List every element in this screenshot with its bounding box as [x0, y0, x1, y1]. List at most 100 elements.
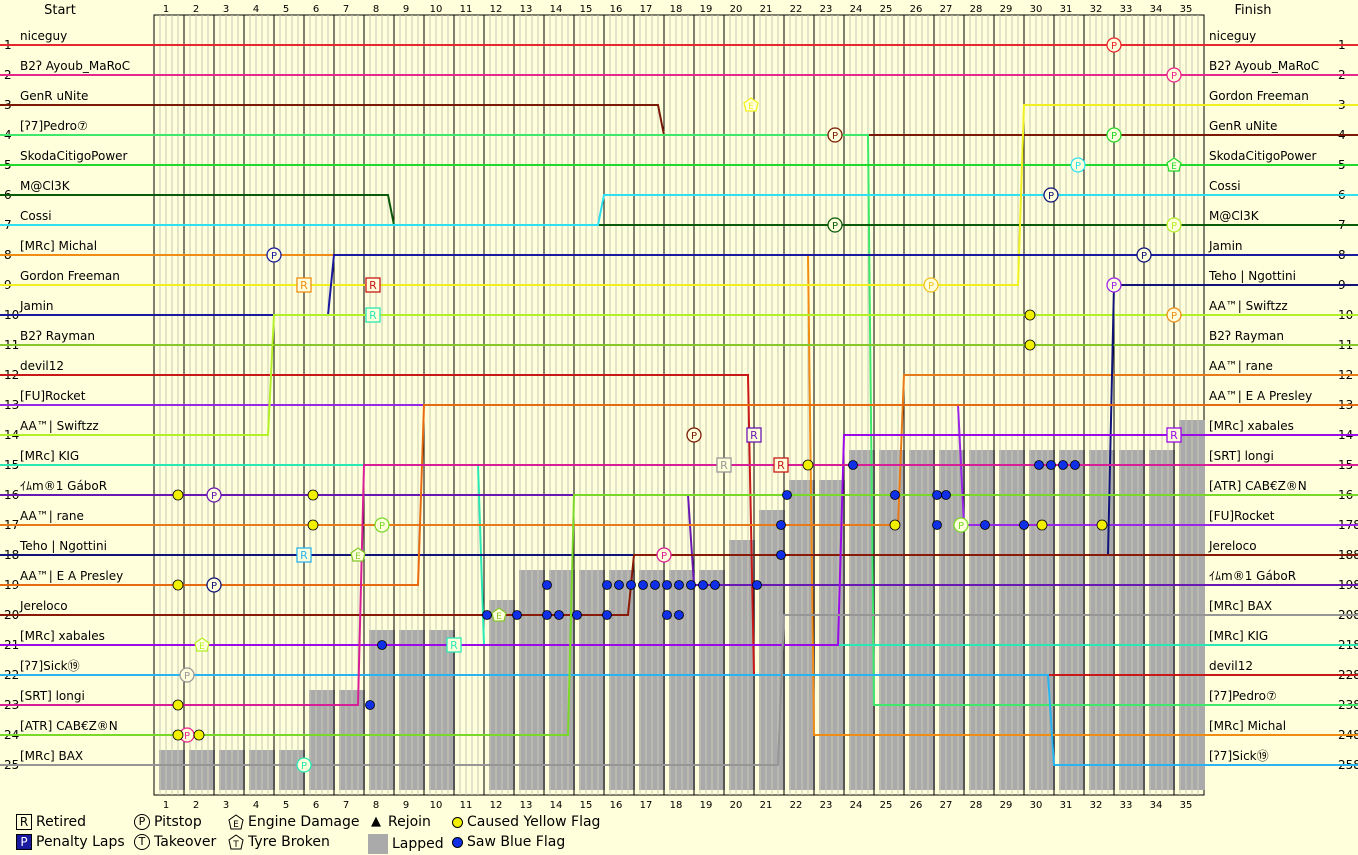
- lap-number-bottom: 20: [730, 800, 743, 811]
- start-driver-name: [MRc] KIG: [20, 449, 79, 463]
- driver-trace: [154, 614, 1204, 766]
- lap-number-bottom: 23: [820, 800, 833, 811]
- pitstop-icon: [206, 487, 222, 503]
- retired-icon: [365, 307, 381, 323]
- finish-driver-name: M@Cl3K: [1209, 209, 1260, 223]
- driver-trace: [154, 194, 1204, 226]
- lap-number-bottom: 17: [640, 800, 653, 811]
- start-driver-name: Jamin: [19, 299, 54, 313]
- finish-driver-name: [SRT] longi: [1209, 449, 1274, 463]
- tyre-icon: T: [228, 834, 244, 850]
- lap-number-bottom: 13: [520, 800, 533, 811]
- blue-flag-dot: [1046, 460, 1056, 470]
- start-driver-name: AA™| E A Presley: [20, 569, 123, 583]
- pitstop-marker-label: P: [1111, 131, 1117, 142]
- pitstop-marker-label: P: [271, 251, 277, 262]
- rejoin-icon: ▲: [371, 814, 381, 829]
- finish-driver-name: [MRc] Michal: [1209, 719, 1286, 733]
- blue-flag-dot: [554, 610, 564, 620]
- lap-number-bottom: 16: [610, 800, 623, 811]
- blue-flag-dot: [650, 580, 660, 590]
- driver-trace: [154, 494, 1204, 736]
- yellow-flag-dot: [172, 489, 184, 501]
- pitstop-icon: [923, 277, 939, 293]
- lap-number-top: 28: [970, 4, 983, 15]
- lap-number-top: 30: [1030, 4, 1043, 15]
- lap-number-top: 31: [1060, 4, 1073, 15]
- lap-number-bottom: 12: [490, 800, 503, 811]
- pitstop-marker-label: P: [301, 761, 307, 772]
- pitstop-marker-label: P: [1111, 281, 1117, 292]
- yellow-flag-dot: [307, 519, 319, 531]
- lap-number-bottom: 9: [403, 800, 409, 811]
- yellow-flag-dot: [802, 459, 814, 471]
- pitstop-icon: [953, 517, 969, 533]
- pitstop-icon: [1106, 37, 1122, 53]
- lap-number-top: 11: [460, 4, 473, 15]
- blue-flag-dot: [626, 580, 636, 590]
- lap-number-bottom: 29: [1000, 800, 1013, 811]
- start-driver-name: AA™| Swiftzz: [20, 419, 99, 433]
- blue-flag-dot: [614, 580, 624, 590]
- blue-flag-dot: [1070, 460, 1080, 470]
- lap-number-top: 14: [550, 4, 563, 15]
- yellow-flag-dot: [1096, 519, 1108, 531]
- blue-flag-dot: [890, 490, 900, 500]
- legend-yellow-label: Caused Yellow Flag: [467, 814, 601, 830]
- pitstop-marker-label: P: [1075, 161, 1081, 172]
- lap-number-top: 4: [253, 4, 259, 15]
- pitstop-icon: [296, 757, 312, 773]
- finish-driver-name: [FU]Rocket: [1209, 509, 1275, 523]
- lap-number-bottom: 1: [163, 800, 169, 811]
- finish-driver-name: AA™| rane: [1209, 359, 1273, 373]
- blue-flag-dot: [848, 460, 858, 470]
- start-driver-name: B2ʔ Ayoub_MaRoC: [20, 59, 130, 73]
- driver-trace: [154, 134, 1204, 706]
- legend-penalty-label: Penalty Laps: [36, 834, 125, 850]
- lap-number-bottom: 14: [550, 800, 563, 811]
- pitstop-icon: [1166, 217, 1182, 233]
- blue-flag-dot: [782, 490, 792, 500]
- finish-driver-name: niceguy: [1209, 29, 1256, 43]
- pitstop-marker-label: P: [1111, 41, 1117, 52]
- pitstop-icon: [686, 427, 702, 443]
- engine-damage-icon: [1166, 157, 1182, 172]
- lap-number-bottom: 8: [373, 800, 379, 811]
- blue-flag-dot: [662, 610, 672, 620]
- lap-number-top: 3: [223, 4, 229, 15]
- pitstop-icon: [1136, 247, 1152, 263]
- finish-driver-name: B2ʔ Ayoub_MaRoC: [1209, 59, 1319, 73]
- lap-number-top: 10: [430, 4, 443, 15]
- blue-flag-dot: [662, 580, 672, 590]
- lap-number-bottom: 7: [343, 800, 349, 811]
- pitstop-marker-label: P: [691, 431, 697, 442]
- legend-yellow: Caused Yellow Flag: [452, 814, 600, 830]
- blue-flag-dot: [1034, 460, 1044, 470]
- engine-marker-label: E: [748, 102, 754, 112]
- pitstop-marker-label: P: [211, 491, 217, 502]
- finish-driver-name: GenR uNite: [1209, 119, 1277, 133]
- driver-trace: [154, 404, 1204, 586]
- lap-number-bottom: 32: [1090, 800, 1103, 811]
- legend-lapped-label: Lapped: [392, 836, 444, 852]
- penalty-icon: P: [16, 834, 32, 850]
- lap-number-bottom: 11: [460, 800, 473, 811]
- start-driver-name: [MRc] Michal: [20, 239, 97, 253]
- finish-driver-name: [ATR] CAB€Z®N: [1209, 479, 1307, 493]
- legend-retired-label: Retired: [36, 814, 87, 830]
- lap-number-bottom: 19: [700, 800, 713, 811]
- yellow-flag-dot: [172, 579, 184, 591]
- pitstop-marker-label: P: [1171, 311, 1177, 322]
- lap-number-top: 35: [1180, 4, 1193, 15]
- lap-number-bottom: 31: [1060, 800, 1073, 811]
- lap-number-bottom: 33: [1120, 800, 1133, 811]
- lap-number-top: 7: [343, 4, 349, 15]
- pitstop-icon: [1166, 307, 1182, 323]
- blue-flag-dot: [602, 580, 612, 590]
- driver-trace: [154, 464, 1204, 706]
- start-driver-name: [MRc] xabales: [20, 629, 105, 643]
- legend-takeover: T Takeover: [134, 834, 216, 850]
- lap-number-top: 9: [403, 4, 409, 15]
- finish-driver-name: Jereloco: [1208, 539, 1257, 553]
- blue-flag-dot: [377, 640, 387, 650]
